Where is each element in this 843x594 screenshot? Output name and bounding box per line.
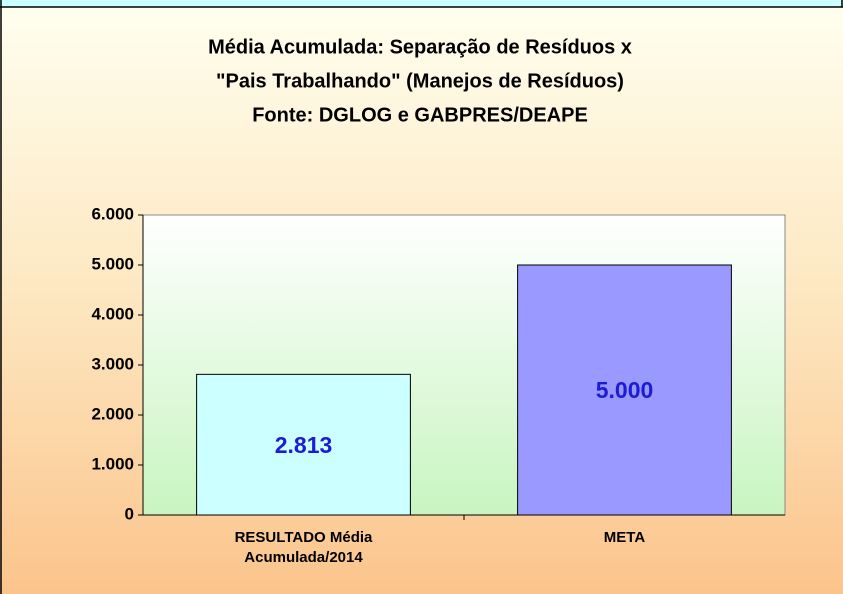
bar: [196, 373, 411, 516]
x-tick-label: RESULTADO Média Acumulada/2014: [234, 529, 373, 566]
chart-title: Média Acumulada: Separação de Resíduos x: [208, 36, 632, 58]
chart-title: "Pais Trabalhando" (Manejos de Resíduos): [216, 70, 624, 92]
y-tick-label: 6.000: [91, 204, 134, 223]
y-tick-label: 5.000: [91, 254, 134, 273]
chart-title: Fonte: DGLOG e GABPRES/DEAPE: [252, 104, 588, 126]
top-strip: [0, 0, 843, 7]
y-tick-label: 2.000: [91, 404, 134, 423]
y-tick-label: 4.000: [91, 304, 134, 323]
bar: [517, 264, 732, 516]
value-label: 5.000: [596, 377, 654, 403]
y-tick-label: 0: [125, 504, 134, 523]
value-label: 2.813: [275, 432, 333, 458]
y-tick-label: 1.000: [91, 454, 134, 473]
y-tick-label: 3.000: [91, 354, 134, 373]
x-tick-label: META: [603, 529, 646, 546]
